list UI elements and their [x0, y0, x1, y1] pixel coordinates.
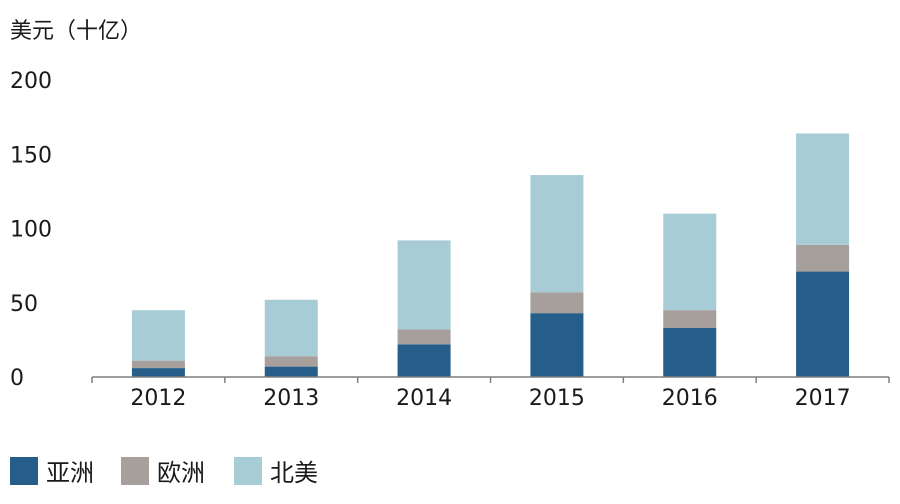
bar-segment-europe-2012 — [131, 360, 185, 369]
bar-segment-europe-2017 — [796, 244, 850, 272]
y-axis-ticks: 0 50 100 150 200 — [10, 69, 52, 391]
bar-segment-asia-2012 — [131, 368, 185, 377]
x-tick-label: 2013 — [263, 386, 319, 411]
bar-segment-north-america-2012 — [131, 310, 185, 361]
legend-label-europe: 欧洲 — [157, 459, 205, 487]
y-tick-label: 150 — [10, 143, 52, 168]
legend-swatch-asia — [10, 457, 38, 485]
x-tick-label: 2015 — [529, 386, 585, 411]
bar-segment-asia-2015 — [530, 313, 584, 377]
bar-segment-north-america-2015 — [530, 175, 584, 293]
x-axis-ticks — [91, 377, 890, 383]
bar-segment-north-america-2017 — [796, 133, 850, 245]
x-axis-labels: 2012 2013 2014 2015 2016 2017 — [130, 386, 850, 411]
y-tick-label: 50 — [10, 292, 38, 317]
y-tick-label: 0 — [10, 366, 24, 391]
legend-swatch-north-america — [234, 457, 262, 485]
bar-segment-asia-2016 — [663, 327, 717, 377]
legend: 亚洲 欧洲 北美 — [10, 457, 318, 487]
x-tick-label: 2014 — [396, 386, 452, 411]
y-tick-label: 100 — [10, 218, 52, 243]
x-tick-label: 2012 — [130, 386, 186, 411]
bar-segment-europe-2014 — [397, 329, 451, 345]
x-tick-label: 2017 — [795, 386, 851, 411]
bar-segment-europe-2016 — [663, 310, 717, 328]
legend-label-north-america: 北美 — [270, 459, 318, 487]
bar-segment-europe-2015 — [530, 292, 584, 314]
legend-label-asia: 亚洲 — [46, 459, 94, 487]
x-tick-label: 2016 — [662, 386, 718, 411]
bars-group — [131, 133, 850, 377]
bar-segment-north-america-2016 — [663, 213, 717, 311]
bar-segment-europe-2013 — [264, 356, 318, 367]
bar-segment-north-america-2014 — [397, 240, 451, 330]
bar-segment-asia-2014 — [397, 344, 451, 377]
bar-segment-asia-2013 — [264, 366, 318, 377]
y-axis-title: 美元（十亿） — [10, 19, 142, 44]
bar-segment-asia-2017 — [796, 271, 850, 377]
bar-segment-north-america-2013 — [264, 299, 318, 357]
legend-swatch-europe — [121, 457, 149, 485]
y-tick-label: 200 — [10, 69, 52, 94]
